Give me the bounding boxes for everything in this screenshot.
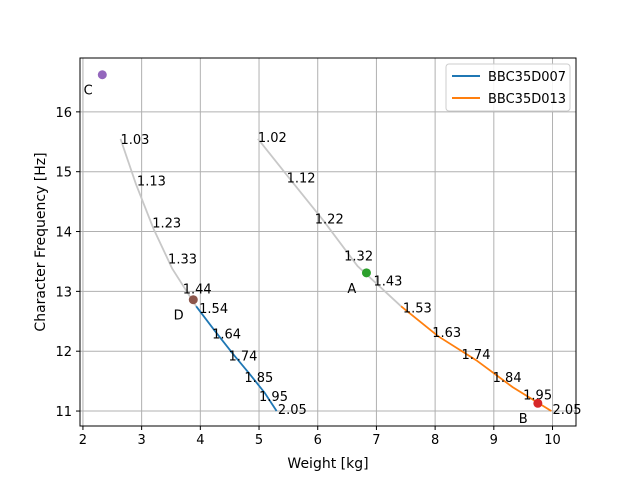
curve-data-label: 1.12 <box>287 172 316 187</box>
ticks: 2 3 4 5 6 7 8 9 10 11 12 13 14 15 16 <box>55 106 560 448</box>
curve-data-label: 1.95 <box>523 388 552 403</box>
legend-label: BBC35D013 <box>488 92 566 107</box>
curve-data-label: 1.85 <box>244 371 273 386</box>
curve-data-label: 1.64 <box>212 327 241 342</box>
curve-data-label: 1.02 <box>258 131 287 146</box>
x-tick-label: 10 <box>544 433 561 448</box>
curve-data-label: 1.44 <box>183 282 212 297</box>
point-marker <box>97 70 107 80</box>
x-tick-label: 3 <box>137 433 145 448</box>
point-marker <box>188 295 198 305</box>
curve-data-label: 1.54 <box>199 302 228 317</box>
curve-data-label: 1.74 <box>462 348 491 363</box>
x-tick-label: 5 <box>255 433 263 448</box>
y-axis-label: Character Frequency [Hz] <box>33 152 49 331</box>
curve-labels: 1.03 1.13 1.23 1.33 1.44 1.54 1.64 1.74 1.85 1.95… <box>121 131 582 418</box>
curve-data-label: 1.33 <box>168 252 197 267</box>
curve-data-label: 1.23 <box>152 217 181 232</box>
point-marker <box>361 268 371 278</box>
curve-data-label: 1.22 <box>315 212 344 227</box>
x-tick-label: 9 <box>490 433 498 448</box>
curve-data-label: 2.05 <box>553 403 582 418</box>
x-tick-label: 2 <box>79 433 87 448</box>
grid <box>80 58 576 426</box>
curve-data-label: 1.63 <box>432 326 461 341</box>
series-line <box>195 305 278 412</box>
x-tick-label: 8 <box>431 433 439 448</box>
y-tick-label: 11 <box>55 405 72 420</box>
plot-frame <box>79 57 577 427</box>
curve-data-label: 1.84 <box>493 371 522 386</box>
series-line <box>400 305 552 412</box>
point-label: B <box>519 412 528 427</box>
point-label: A <box>347 282 356 297</box>
curve-data-label: 1.43 <box>373 275 402 290</box>
legend: BBC35D007 BBC35D013 <box>445 63 571 112</box>
point-label: D <box>174 309 184 324</box>
curve-data-label: 1.13 <box>137 175 166 190</box>
curve-data-label: 1.74 <box>229 349 258 364</box>
curve-data-label: 1.53 <box>403 302 432 317</box>
series-line-gray-segment <box>119 138 197 307</box>
x-tick-label: 4 <box>196 433 204 448</box>
x-axis-label: Weight [kg] <box>287 456 368 472</box>
curve-data-label: 1.03 <box>121 133 150 148</box>
series-line-gray-segment <box>257 138 402 307</box>
x-tick-label: 7 <box>372 433 380 448</box>
y-tick-label: 14 <box>55 226 72 241</box>
y-tick-label: 15 <box>55 166 72 181</box>
curve-data-label: 2.05 <box>278 403 307 418</box>
y-tick-label: 12 <box>55 345 72 360</box>
markers: C A D B <box>84 70 543 427</box>
y-tick-label: 16 <box>55 106 72 121</box>
curves <box>119 138 552 412</box>
curve-data-label: 1.95 <box>259 390 288 405</box>
point-label: C <box>84 84 93 99</box>
legend-label: BBC35D007 <box>488 70 566 85</box>
x-tick-label: 6 <box>314 433 322 448</box>
curve-data-label: 1.32 <box>344 249 373 264</box>
point-marker <box>533 398 543 408</box>
y-tick-label: 13 <box>55 285 72 300</box>
